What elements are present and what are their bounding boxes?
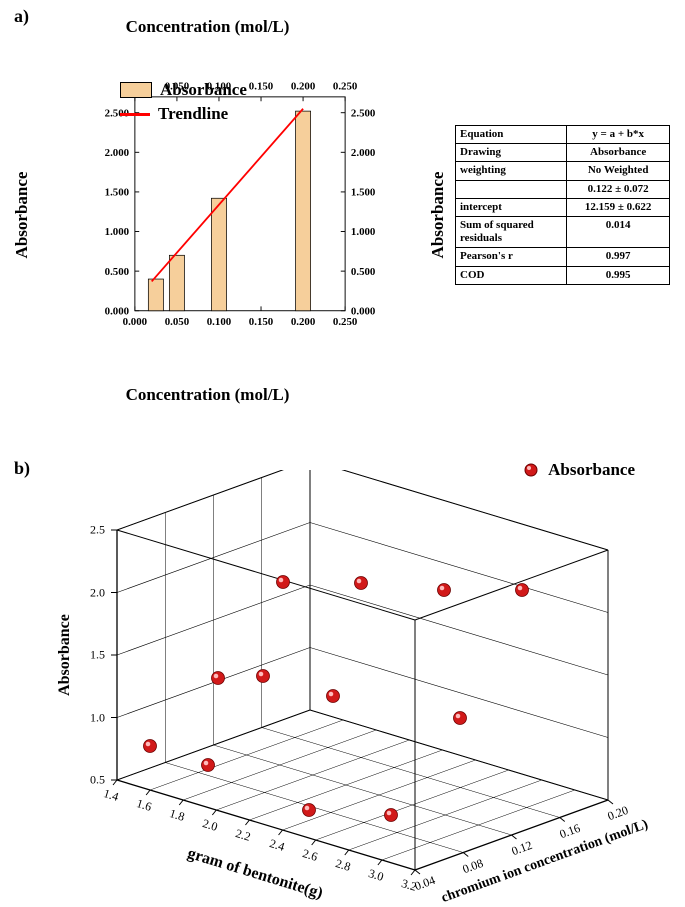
svg-text:0.150: 0.150 [249,316,274,328]
svg-text:0.000: 0.000 [351,305,376,317]
scatter-point [327,690,340,703]
svg-text:0.200: 0.200 [291,81,316,93]
chart-a-legend: Absorbance Trendline [120,80,247,128]
svg-text:0.050: 0.050 [165,316,190,328]
svg-text:0.100: 0.100 [207,316,232,328]
svg-text:1.500: 1.500 [105,187,130,199]
scatter-point [438,584,451,597]
legend-bar-text: Absorbance [160,80,247,100]
table-row: COD0.995 [456,266,670,284]
legend-bar-swatch [120,82,152,98]
scatter-point [257,670,270,683]
legend-row-line: Trendline [120,104,247,124]
table-cell-value: y = a + b*x [567,126,670,144]
svg-text:2.000: 2.000 [105,147,130,159]
table-row: DrawingAbsorbance [456,144,670,162]
table-cell-label: COD [456,266,567,284]
table-cell-label: Pearson's r [456,248,567,266]
svg-text:0.000: 0.000 [123,316,148,328]
chart-a-ylabel-left: Absorbance [12,172,32,259]
svg-text:1.000: 1.000 [351,226,376,238]
table-cell-label: Equation [456,126,567,144]
scatter-point [385,809,398,822]
ztick-label: 1.0 [90,710,105,725]
svg-text:0.500: 0.500 [105,266,130,278]
svg-text:0.000: 0.000 [105,305,130,317]
svg-text:0.250: 0.250 [333,316,358,328]
table-row: weightingNo Weighted [456,162,670,180]
chart-b-zlabel: Absorbance [56,614,74,696]
svg-text:0.150: 0.150 [249,81,274,93]
legend-line-text: Trendline [158,104,228,124]
legend-line-swatch [120,113,150,116]
svg-text:1.500: 1.500 [351,187,376,199]
scatter-point [277,576,290,589]
table-cell-value: 0.997 [567,248,670,266]
ztick-label: 1.5 [90,648,105,663]
table-cell-value: 0.014 [567,216,670,247]
scatter-point [212,672,225,685]
table-row: Equationy = a + b*x [456,126,670,144]
table-row: 0.122 ± 0.072 [456,180,670,198]
svg-text:1.000: 1.000 [105,226,130,238]
chart-a-ylabel-right: Absorbance [428,172,448,259]
stats-table: Equationy = a + b*xDrawingAbsorbanceweig… [455,125,670,285]
table-cell-label: Drawing [456,144,567,162]
table-cell-label [456,180,567,198]
svg-text:0.250: 0.250 [333,81,358,93]
svg-text:2.500: 2.500 [351,107,376,119]
ztick-label: 2.5 [90,523,105,538]
table-row: Pearson's r0.997 [456,248,670,266]
chart-a-xlabel-top: Concentration (mol/L) [10,17,405,37]
table-row: Sum of squared residuals0.014 [456,216,670,247]
table-cell-value: No Weighted [567,162,670,180]
scatter-point [202,759,215,772]
table-cell-label: intercept [456,198,567,216]
svg-text:0.500: 0.500 [351,266,376,278]
scatter-point [516,584,529,597]
page: a) Concentration (mol/L) Concentration (… [0,0,685,900]
chart-a-xlabel-bottom: Concentration (mol/L) [10,385,405,405]
scatter-point [144,740,157,753]
scatter-point [454,712,467,725]
ztick-label: 0.5 [90,773,105,788]
svg-text:0.200: 0.200 [291,316,316,328]
table-cell-value: Absorbance [567,144,670,162]
ztick-label: 2.0 [90,585,105,600]
scatter-point [303,804,316,817]
legend-row-bar: Absorbance [120,80,247,100]
scatter-point [355,577,368,590]
table-cell-value: 0.995 [567,266,670,284]
table-cell-value: 0.122 ± 0.072 [567,180,670,198]
chart-b: Absorbance Absorbance gram of bentonite(… [10,460,675,890]
table-row: intercept12.159 ± 0.622 [456,198,670,216]
table-cell-label: Sum of squared residuals [456,216,567,247]
table-cell-label: weighting [456,162,567,180]
svg-text:2.000: 2.000 [351,147,376,159]
table-cell-value: 12.159 ± 0.622 [567,198,670,216]
